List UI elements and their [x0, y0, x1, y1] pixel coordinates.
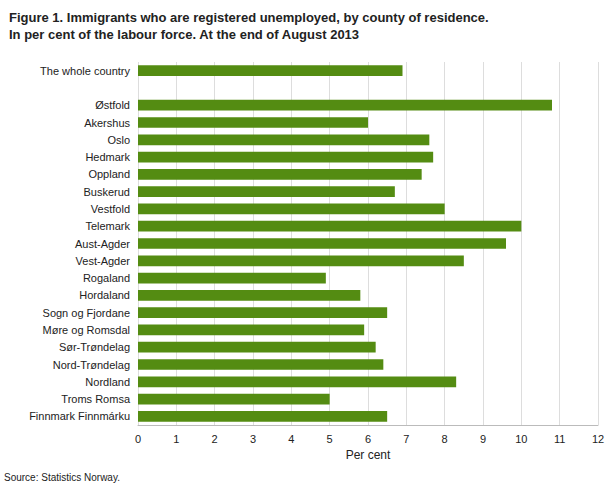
svg-text:11: 11 — [554, 433, 565, 445]
svg-text:Telemark: Telemark — [85, 220, 130, 232]
svg-text:Vest-Agder: Vest-Agder — [76, 255, 131, 267]
svg-text:4: 4 — [288, 433, 294, 445]
svg-text:Akershus: Akershus — [84, 117, 130, 129]
svg-text:10: 10 — [515, 433, 527, 445]
svg-text:9: 9 — [480, 433, 486, 445]
svg-text:12: 12 — [592, 433, 604, 445]
svg-text:Rogaland: Rogaland — [83, 272, 130, 284]
svg-text:6: 6 — [365, 433, 371, 445]
svg-text:The whole country: The whole country — [40, 65, 130, 77]
svg-text:2: 2 — [212, 433, 218, 445]
svg-text:7: 7 — [403, 433, 409, 445]
svg-text:Per cent: Per cent — [346, 448, 391, 462]
svg-text:Troms Romsa: Troms Romsa — [61, 393, 131, 405]
svg-text:Buskerud: Buskerud — [84, 186, 130, 198]
svg-text:Sør-Trøndelag: Sør-Trøndelag — [59, 341, 130, 353]
svg-text:Oslo: Oslo — [107, 134, 130, 146]
svg-text:Hedmark: Hedmark — [85, 151, 130, 163]
svg-text:Nordland: Nordland — [85, 376, 130, 388]
svg-text:Sogn og Fjordane: Sogn og Fjordane — [43, 307, 130, 319]
svg-text:Nord-Trøndelag: Nord-Trøndelag — [53, 359, 130, 371]
svg-text:Oppland: Oppland — [88, 168, 130, 180]
svg-text:1: 1 — [173, 433, 179, 445]
svg-text:Vestfold: Vestfold — [91, 203, 130, 215]
svg-text:Østfold: Østfold — [95, 99, 130, 111]
svg-text:3: 3 — [250, 433, 256, 445]
svg-text:Møre og Romsdal: Møre og Romsdal — [43, 324, 130, 336]
svg-text:In per cent of the labour forc: In per cent of the labour force. At the … — [9, 27, 359, 42]
svg-text:Hordaland: Hordaland — [79, 289, 130, 301]
svg-text:Finnmark Finnmárku: Finnmark Finnmárku — [29, 410, 130, 422]
svg-text:8: 8 — [442, 433, 448, 445]
svg-text:Source: Statistics Norway.: Source: Statistics Norway. — [4, 472, 120, 483]
svg-text:Figure 1. Immigrants who are r: Figure 1. Immigrants who are registered … — [9, 10, 489, 25]
svg-text:0: 0 — [135, 433, 141, 445]
svg-text:Aust-Agder: Aust-Agder — [75, 238, 130, 250]
svg-text:5: 5 — [327, 433, 333, 445]
